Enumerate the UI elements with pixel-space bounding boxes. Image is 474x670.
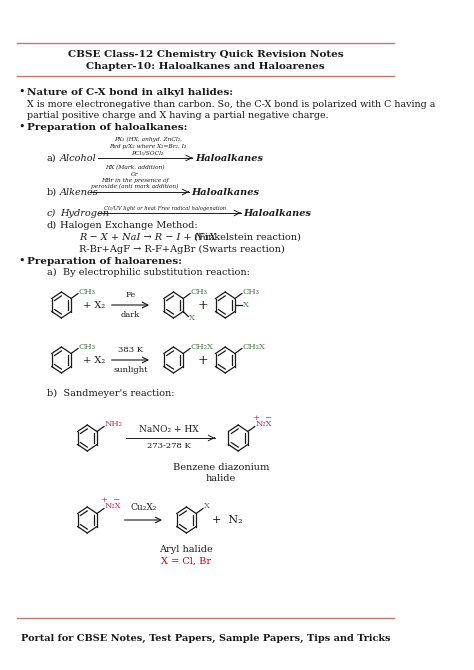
Text: •: • [18,256,25,266]
Text: Or: Or [131,172,138,176]
Text: NH₂: NH₂ [105,421,123,429]
Text: Alkenes: Alkenes [60,188,99,196]
Text: •: • [18,122,25,132]
Text: Hydrogen: Hydrogen [60,208,109,218]
Text: Chapter-10: Haloalkanes and Haloarenes: Chapter-10: Haloalkanes and Haloarenes [86,62,325,70]
Text: CH₂X: CH₂X [243,342,266,350]
Text: X: X [189,314,195,322]
Text: Preparation of haloalkanes:: Preparation of haloalkanes: [27,123,187,131]
Text: Fe: Fe [125,291,136,299]
Text: halide: halide [206,474,236,483]
Text: sunlight: sunlight [113,366,147,374]
Text: c): c) [47,208,56,218]
Text: +  −: + − [253,413,272,421]
Text: Haloalkanes: Haloalkanes [191,188,260,196]
Text: Aryl halide: Aryl halide [160,545,213,554]
Text: X = Cl, Br: X = Cl, Br [161,557,211,566]
Text: R − X + NaI → R − I + NaX: R − X + NaI → R − I + NaX [79,232,216,241]
Text: +  −: + − [101,496,120,503]
Text: Red p/X₂ where X₂=Br₂, I₂: Red p/X₂ where X₂=Br₂, I₂ [109,143,186,149]
Text: Portal for CBSE Notes, Test Papers, Sample Papers, Tips and Tricks: Portal for CBSE Notes, Test Papers, Samp… [21,634,390,643]
Text: + X₂: + X₂ [83,356,105,364]
Text: a)  By electrophilic substitution reaction:: a) By electrophilic substitution reactio… [47,267,250,277]
Text: CH₃: CH₃ [191,287,208,295]
Text: Halogen Exchange Method:: Halogen Exchange Method: [60,220,197,230]
Text: 273-278 K: 273-278 K [147,442,191,450]
Text: CH₂X: CH₂X [191,342,214,350]
Text: PX₃ (HX, anhyd. ZnCl₂,: PX₃ (HX, anhyd. ZnCl₂, [114,137,182,141]
Text: Alcohol: Alcohol [60,153,96,163]
Text: X: X [204,502,210,511]
Text: +: + [198,299,208,312]
Text: a): a) [47,153,56,163]
Text: CH₃: CH₃ [243,287,260,295]
Text: peroxide (anti mark addition): peroxide (anti mark addition) [91,184,178,189]
Text: b)  Sandmeyer's reaction:: b) Sandmeyer's reaction: [47,389,174,397]
Text: X is more electronegative than carbon. So, the C-X bond is polarized with C havi: X is more electronegative than carbon. S… [27,100,435,109]
Text: b): b) [47,188,57,196]
Text: + X₂: + X₂ [83,301,105,310]
Text: d): d) [47,220,57,230]
Text: +  N₂: + N₂ [212,515,243,525]
Text: Haloalkanes: Haloalkanes [243,208,311,218]
Text: Preparation of haloarenes:: Preparation of haloarenes: [27,257,182,265]
Text: CH₃: CH₃ [79,342,96,350]
Text: X: X [243,301,248,309]
Text: Cl₂/UV light or heat Free radical halogenation: Cl₂/UV light or heat Free radical haloge… [104,206,226,210]
Text: +: + [198,354,208,366]
Text: N₂X: N₂X [105,502,121,511]
Text: (Finkelstein reaction): (Finkelstein reaction) [191,232,301,241]
Text: NaNO₂ + HX: NaNO₂ + HX [139,425,199,435]
Text: PCl₅/SOCl₂: PCl₅/SOCl₂ [131,151,164,155]
Text: dark: dark [121,311,140,319]
Text: partial positive charge and X having a partial negative charge.: partial positive charge and X having a p… [27,111,328,119]
Text: Cu₂X₂: Cu₂X₂ [130,503,156,512]
Text: CBSE Class-12 Chemistry Quick Revision Notes: CBSE Class-12 Chemistry Quick Revision N… [68,50,343,58]
Text: HBr in the presence of: HBr in the presence of [101,178,169,182]
Text: N₂X: N₂X [255,421,272,429]
Text: Haloalkanes: Haloalkanes [195,153,263,163]
Text: •: • [18,87,25,97]
Text: 383 K: 383 K [118,346,143,354]
Text: HX (Mark. addition): HX (Mark. addition) [105,165,164,171]
Text: CH₃: CH₃ [79,287,96,295]
Text: Nature of C-X bond in alkyl halides:: Nature of C-X bond in alkyl halides: [27,88,233,96]
Text: Benzene diazonium: Benzene diazonium [173,463,269,472]
Text: R-Br+AgF → R-F+AgBr (Swarts reaction): R-Br+AgF → R-F+AgBr (Swarts reaction) [79,245,284,253]
